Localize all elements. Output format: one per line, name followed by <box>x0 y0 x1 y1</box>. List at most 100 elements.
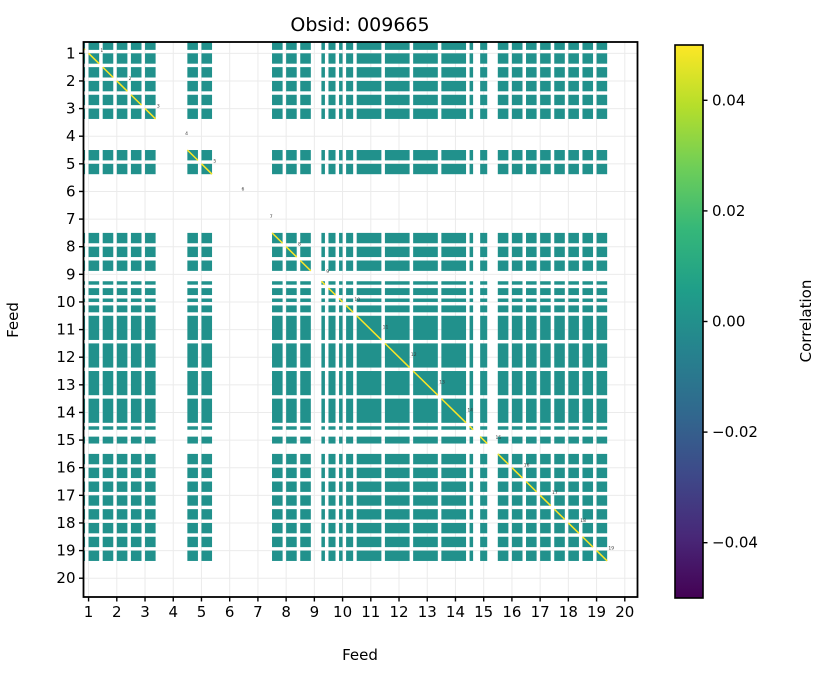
diagonal-line-segment <box>581 536 594 548</box>
heatmap-cell <box>346 94 354 106</box>
feed-annotation: 9 <box>326 269 329 275</box>
heatmap-cell <box>102 53 114 64</box>
heatmap-cell <box>116 94 128 106</box>
heatmap-cell <box>321 453 325 465</box>
heatmap-cell <box>187 232 198 244</box>
heatmap-cell <box>272 481 283 492</box>
heatmap-cell <box>300 298 311 302</box>
heatmap-cell <box>469 343 474 368</box>
heatmap-cell <box>568 163 579 175</box>
heatmap-cell <box>346 522 354 534</box>
heatmap-cell <box>145 343 156 368</box>
heatmap-cell <box>384 150 410 161</box>
heatmap-cell <box>145 288 156 296</box>
heatmap-cell <box>187 94 198 106</box>
heatmap-cell <box>540 509 551 520</box>
heatmap-cell <box>145 509 156 520</box>
heatmap-cell <box>201 281 213 285</box>
heatmap-cell <box>116 232 128 244</box>
feed-annotation: 18 <box>580 518 586 524</box>
heatmap-cell <box>596 426 608 430</box>
heatmap-cell <box>413 522 438 534</box>
heatmap-cell <box>346 260 354 271</box>
heatmap-cell <box>384 42 410 50</box>
heatmap-cell <box>328 53 336 64</box>
heatmap-cell <box>88 288 100 296</box>
diagonal-line-segment <box>144 108 157 120</box>
diagonal-line-segment <box>88 52 100 65</box>
heatmap-cell <box>328 536 336 548</box>
heatmap-cell <box>497 467 509 479</box>
heatmap-cell <box>554 436 565 444</box>
heatmap-cell <box>145 398 156 423</box>
heatmap-cell <box>321 315 325 340</box>
heatmap-cell <box>88 467 100 479</box>
heatmap-cell <box>328 343 336 368</box>
heatmap-cell <box>413 67 438 78</box>
heatmap-cell <box>145 481 156 492</box>
x-tick-label: 20 <box>615 603 634 621</box>
heatmap-cell <box>272 426 283 430</box>
heatmap-cell <box>497 281 509 285</box>
heatmap-cell <box>187 481 198 492</box>
heatmap-cell <box>526 42 537 50</box>
heatmap-cell <box>511 246 523 258</box>
heatmap-cell <box>145 150 156 161</box>
heatmap-cell <box>441 163 467 175</box>
heatmap-cell <box>102 398 114 423</box>
heatmap-cell <box>102 453 114 465</box>
heatmap-cell <box>130 260 142 271</box>
heatmap-cell <box>187 550 198 561</box>
heatmap-cell <box>300 495 311 506</box>
heatmap-cell <box>568 536 579 548</box>
heatmap-cell <box>526 509 537 520</box>
heatmap-cell <box>526 305 537 313</box>
heatmap-cell <box>339 436 343 444</box>
heatmap-cell <box>272 550 283 561</box>
heatmap-cell <box>413 305 438 313</box>
heatmap-cell <box>187 522 198 534</box>
chart-title: Obsid: 009665 <box>290 14 430 36</box>
heatmap-cell <box>469 108 474 119</box>
heatmap-cell <box>540 522 551 534</box>
heatmap-cell <box>286 550 297 561</box>
heatmap-cell <box>441 246 467 258</box>
heatmap-cell <box>272 281 283 285</box>
heatmap-cell <box>321 509 325 520</box>
heatmap-cell <box>540 453 551 465</box>
heatmap-cell <box>145 298 156 302</box>
heatmap-cell <box>339 246 343 258</box>
heatmap-cell <box>272 522 283 534</box>
heatmap-cell <box>328 67 336 78</box>
heatmap-cell <box>469 288 474 296</box>
heatmap-cell <box>145 467 156 479</box>
heatmap-cell <box>339 232 343 244</box>
y-tick-label: 5 <box>66 155 76 173</box>
heatmap-cell <box>321 467 325 479</box>
heatmap-cell <box>145 522 156 534</box>
heatmap-cell <box>286 288 297 296</box>
heatmap-cell <box>413 467 438 479</box>
diagonal-line-segment <box>511 467 524 479</box>
heatmap-cell <box>384 436 410 444</box>
heatmap-cell <box>540 232 551 244</box>
heatmap-cell <box>497 67 509 78</box>
heatmap-cell <box>526 288 537 296</box>
heatmap-cell <box>413 509 438 520</box>
heatmap-cell <box>384 467 410 479</box>
heatmap-cell <box>384 550 410 561</box>
heatmap-cell <box>339 426 343 430</box>
diagonal-line-segment <box>356 315 382 341</box>
heatmap-cell <box>497 426 509 430</box>
heatmap-cell <box>554 536 565 548</box>
heatmap-cell <box>88 67 100 78</box>
heatmap-cell <box>526 94 537 106</box>
heatmap-cell <box>88 453 100 465</box>
heatmap-cell <box>130 232 142 244</box>
heatmap-cell <box>88 80 100 92</box>
heatmap-cell <box>469 315 474 340</box>
heatmap-cell <box>469 246 474 258</box>
heatmap-cell <box>384 315 410 340</box>
heatmap-cell <box>321 232 325 244</box>
heatmap-cell <box>568 398 579 423</box>
